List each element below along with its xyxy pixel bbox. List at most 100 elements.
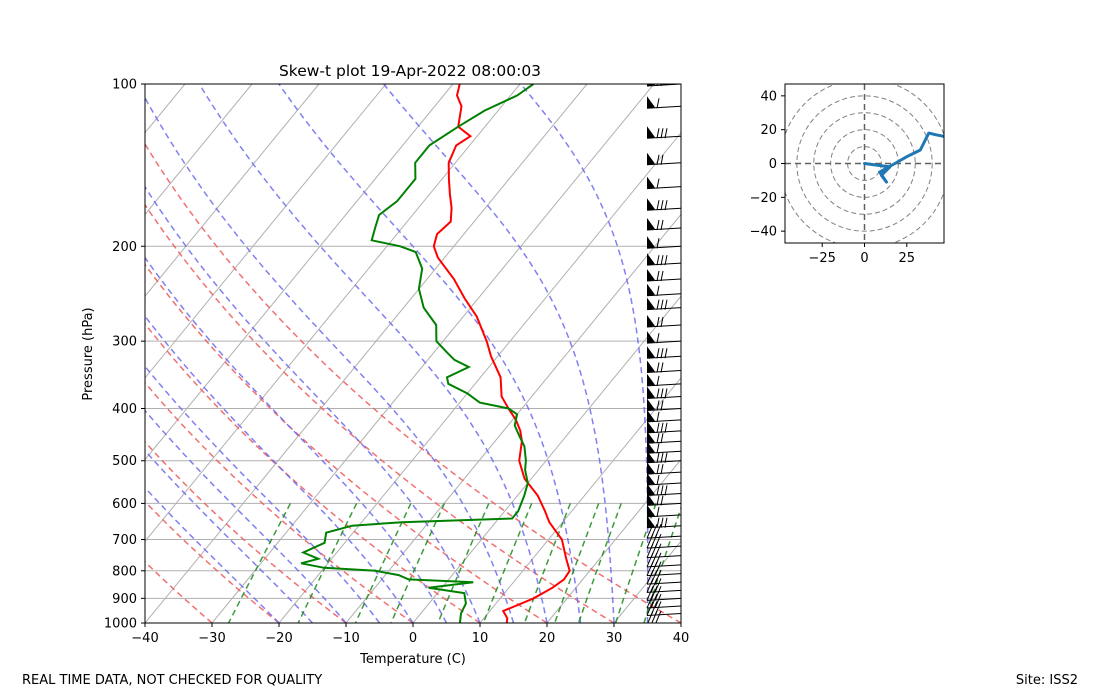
- hodograph-x-tick-label: 25: [899, 251, 916, 266]
- wind-barb: [646, 578, 681, 593]
- moist-adiabat: [145, 256, 448, 623]
- y-tick-label: 100: [112, 78, 137, 93]
- x-axis-label: Temperature (C): [359, 652, 466, 667]
- moist-adiabat: [145, 315, 414, 623]
- wind-barb: [646, 431, 681, 444]
- y-tick-label: 600: [112, 497, 137, 512]
- mixing-ratio-line: [437, 503, 490, 623]
- hodograph-x-tick-label: −25: [808, 251, 835, 266]
- wind-barb: [646, 236, 681, 249]
- dry-adiabat: [145, 322, 481, 623]
- isotherm-line: [145, 84, 454, 461]
- moist-adiabat: [145, 96, 515, 623]
- skewt-axes-frame: [144, 83, 682, 624]
- hodograph-x-tick-label: 0: [860, 251, 868, 266]
- moist-adiabat: [145, 409, 347, 623]
- isotherm-line: [345, 213, 681, 623]
- wind-barb: [646, 473, 681, 486]
- isotherm-line: [145, 84, 521, 543]
- quality-disclaimer: REAL TIME DATA, NOT CHECKED FOR QUALITY: [22, 673, 323, 688]
- wind-barb: [646, 126, 681, 139]
- isotherm-line: [145, 84, 320, 297]
- moist-adiabat: [278, 84, 582, 623]
- isotherm-line: [145, 84, 253, 216]
- wind-barbs: [646, 84, 681, 623]
- wind-barb: [646, 176, 681, 190]
- mixing-ratio-line: [577, 503, 622, 623]
- wind-barb: [646, 373, 681, 387]
- x-tick-label: 40: [673, 631, 690, 646]
- dry-adiabats: [145, 142, 681, 623]
- chart-title: Skew-t plot 19-Apr-2022 08:00:03: [279, 62, 541, 80]
- x-tick-label: −40: [131, 631, 158, 646]
- wind-barb: [646, 515, 681, 529]
- y-axis-label: Pressure (hPa): [81, 307, 96, 400]
- wind-barb: [646, 409, 681, 423]
- y-axis-ticks: 100 200 300 400 500 600 700 800 900 1000: [104, 78, 145, 632]
- wind-barb: [646, 152, 681, 166]
- wind-barb: [646, 593, 681, 609]
- skewt-plot-area: [0, 84, 1100, 623]
- x-tick-label: −10: [332, 631, 359, 646]
- dry-adiabat: [145, 440, 347, 623]
- x-tick-label: −30: [198, 631, 225, 646]
- y-tick-label: 1000: [104, 617, 137, 632]
- mixing-ratio-line: [227, 503, 292, 623]
- hodograph-x-ticks: −25 0 25: [808, 243, 915, 266]
- skewed-isotherms: [0, 84, 1100, 623]
- isotherm-line: [145, 84, 588, 623]
- isotherm-line: [613, 540, 681, 623]
- wind-barb: [646, 218, 681, 231]
- wind-barb: [646, 493, 681, 506]
- isotherm-line: [748, 84, 1100, 623]
- dry-adiabat: [145, 203, 615, 623]
- moist-adiabats: [145, 84, 649, 623]
- hodograph-zero-axes: [785, 84, 944, 243]
- mixing-ratio-line: [297, 503, 358, 623]
- isotherm-line: [412, 295, 681, 623]
- dry-adiabat: [145, 142, 681, 623]
- mixing-ratio-line: [523, 503, 571, 623]
- hodograph-y-tick-label: 20: [760, 123, 777, 138]
- wind-barb: [646, 283, 681, 297]
- wind-barb: [646, 441, 681, 454]
- isotherm-line: [479, 377, 681, 623]
- wind-barb: [646, 198, 681, 211]
- mixing-ratio-line: [553, 503, 600, 623]
- hodograph-plot-area: [785, 84, 944, 243]
- site-label: Site: ISS2: [1015, 673, 1078, 688]
- wind-barb: [646, 386, 681, 400]
- wind-barb: [646, 253, 681, 266]
- hodograph-y-tick-label: −20: [750, 191, 777, 206]
- isotherm-line: [0, 84, 51, 623]
- y-tick-label: 900: [112, 592, 137, 607]
- dry-adiabat: [145, 500, 280, 623]
- moist-adiabat: [145, 365, 381, 623]
- mixing-ratio-line: [482, 503, 533, 623]
- hodograph-y-tick-label: 40: [760, 89, 777, 104]
- y-tick-label: 500: [112, 454, 137, 469]
- hodograph-y-ticks: 40 20 0 −20 −40: [750, 89, 785, 240]
- wind-barb: [646, 462, 681, 475]
- hodograph-y-tick-label: 0: [769, 157, 777, 172]
- wind-barb: [646, 297, 681, 311]
- wind-barb: [646, 398, 681, 412]
- wind-barb: [646, 504, 681, 518]
- x-tick-label: 20: [539, 631, 556, 646]
- isotherm-line: [0, 84, 118, 623]
- x-axis-ticks: −40 −30 −20 −10 0 10 20 30 40: [131, 623, 689, 646]
- wind-barb: [646, 268, 681, 282]
- wind-barb: [646, 586, 681, 601]
- x-tick-label: 0: [409, 631, 417, 646]
- y-tick-label: 200: [112, 240, 137, 255]
- isobar-gridlines: [145, 84, 681, 623]
- moist-adiabat: [383, 84, 615, 623]
- isotherm-line: [278, 131, 681, 623]
- dewpoint-line: [300, 84, 534, 623]
- hodograph-y-tick-label: −40: [750, 225, 777, 240]
- temperature-line: [432, 84, 571, 623]
- x-tick-label: 10: [472, 631, 489, 646]
- x-tick-label: −20: [265, 631, 292, 646]
- y-tick-label: 700: [112, 533, 137, 548]
- wind-barb: [646, 315, 681, 328]
